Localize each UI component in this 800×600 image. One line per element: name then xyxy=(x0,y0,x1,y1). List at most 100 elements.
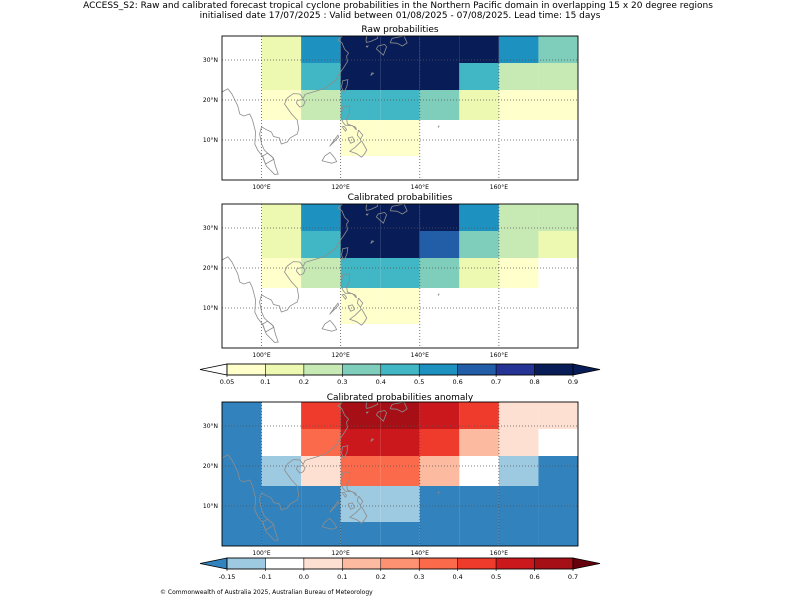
colorbar-bin xyxy=(380,557,420,570)
coastline xyxy=(348,140,368,158)
lat-tick-label: 30°N xyxy=(203,423,218,430)
colorbar-frame xyxy=(226,557,574,570)
map-frame xyxy=(221,35,579,181)
lon-tick-label: 100°E xyxy=(252,550,270,557)
map-cell xyxy=(498,231,539,258)
colorbar-tick-label: 0.9 xyxy=(568,378,578,386)
map-cell xyxy=(222,486,262,522)
colorbar-bin xyxy=(534,557,574,570)
colorbar-bin xyxy=(303,363,343,376)
map-cell xyxy=(498,402,539,429)
colorbar-tick-label: 0.5 xyxy=(414,378,424,386)
coastline xyxy=(222,36,350,175)
colorbar-bin xyxy=(495,363,535,376)
map-cell xyxy=(538,456,578,486)
map-cell xyxy=(419,258,460,288)
coastline xyxy=(340,273,357,299)
map-cell xyxy=(301,429,341,456)
coastline xyxy=(296,465,306,474)
coastline xyxy=(348,308,368,326)
map-cell xyxy=(419,36,460,63)
map-cell xyxy=(380,90,420,120)
anomaly-colorbar: -0.15 -0.1 0.0 0.1 0.2 0.3 0.4 0.5 0.6 0.7 xyxy=(199,557,601,581)
colorbar-bin xyxy=(265,363,305,376)
lon-tick-label: 160°E xyxy=(490,184,508,191)
map-cell xyxy=(380,231,420,258)
coastlines xyxy=(222,402,440,541)
map-cell xyxy=(301,456,341,486)
colorbar-tick-label: 0.3 xyxy=(414,573,424,581)
colorbar-over-extension xyxy=(572,557,601,570)
map-cell xyxy=(419,90,460,120)
map-cell xyxy=(419,63,460,90)
colorbar-bin xyxy=(226,363,266,376)
coastline xyxy=(341,126,348,132)
map-cell xyxy=(538,63,578,90)
coastline xyxy=(365,411,369,414)
map-cell xyxy=(380,36,420,63)
map-cell xyxy=(380,258,420,288)
colorbar-tick-label: 0.2 xyxy=(376,573,386,581)
colorbar-tick-label: 0.6 xyxy=(452,378,462,386)
map-cell xyxy=(459,486,499,522)
map-cell xyxy=(301,258,341,288)
colorbar-bin xyxy=(303,557,343,570)
map-cell xyxy=(261,486,302,522)
map-cell xyxy=(340,486,381,522)
colorbar-bin xyxy=(534,363,574,376)
map-cell xyxy=(261,258,302,288)
lat-tick-label: 30°N xyxy=(203,57,218,64)
lon-tick-label: 160°E xyxy=(490,352,508,359)
map-cell xyxy=(459,429,499,456)
coastline xyxy=(262,518,275,531)
colorbar-tick-label: 0.2 xyxy=(299,378,309,386)
map-cell xyxy=(498,36,539,63)
map-cell xyxy=(498,486,539,522)
coastline xyxy=(321,319,338,332)
map-cell xyxy=(340,90,381,120)
coastline xyxy=(356,129,364,140)
coastline xyxy=(437,293,440,296)
coastline xyxy=(375,409,388,422)
map-cell xyxy=(261,456,302,486)
coastline xyxy=(341,294,348,300)
coastline xyxy=(341,247,349,261)
colorbar-tick-label: 0.4 xyxy=(452,573,462,581)
panel-title-calibrated: Calibrated probabilities xyxy=(348,193,453,203)
map-cell xyxy=(419,486,460,522)
lon-tick-label: 120°E xyxy=(332,352,350,359)
colorbar-under-extension xyxy=(199,363,228,376)
map-cell xyxy=(538,402,578,429)
coastline xyxy=(262,152,275,165)
lat-tick-label: 20°N xyxy=(203,265,218,272)
coastlines xyxy=(222,36,440,175)
map-cell xyxy=(261,204,302,231)
lon-tick-label: 140°E xyxy=(411,184,429,191)
colorbar-tick-label: 0.6 xyxy=(529,573,539,581)
map-cell xyxy=(380,63,420,90)
map-cell xyxy=(498,456,539,486)
coastline xyxy=(365,213,369,216)
map-cell xyxy=(459,36,499,63)
map-cell xyxy=(459,522,499,546)
map-cell xyxy=(419,231,460,258)
map-cell xyxy=(459,63,499,90)
map-frame xyxy=(221,401,579,547)
colorbar-bin xyxy=(495,557,535,570)
colorbar-bin xyxy=(457,363,497,376)
coastline xyxy=(296,267,306,276)
map-cell xyxy=(340,522,381,546)
coastline xyxy=(329,500,340,513)
coastline xyxy=(321,517,338,530)
colorbar-tick-label: 0.8 xyxy=(529,378,539,386)
map-cell xyxy=(222,429,262,456)
lon-tick-label: 120°E xyxy=(332,184,350,191)
map-cell xyxy=(498,90,539,120)
map-cell xyxy=(301,63,341,90)
map-cell xyxy=(261,36,302,63)
lon-tick-label: 100°E xyxy=(252,184,270,191)
map-cell xyxy=(380,456,420,486)
lon-tick-label: 100°E xyxy=(252,352,270,359)
coastline xyxy=(370,438,375,442)
